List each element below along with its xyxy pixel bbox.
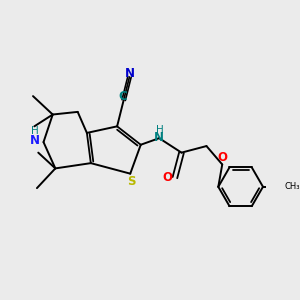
Text: H: H: [156, 125, 164, 135]
Text: O: O: [163, 171, 172, 184]
Text: O: O: [218, 151, 228, 164]
Text: N: N: [125, 67, 135, 80]
Text: H: H: [31, 126, 39, 136]
Text: C: C: [118, 90, 127, 104]
Text: N: N: [154, 131, 164, 144]
Text: S: S: [127, 175, 136, 188]
Text: N: N: [30, 134, 40, 147]
Text: CH₃: CH₃: [285, 182, 300, 191]
